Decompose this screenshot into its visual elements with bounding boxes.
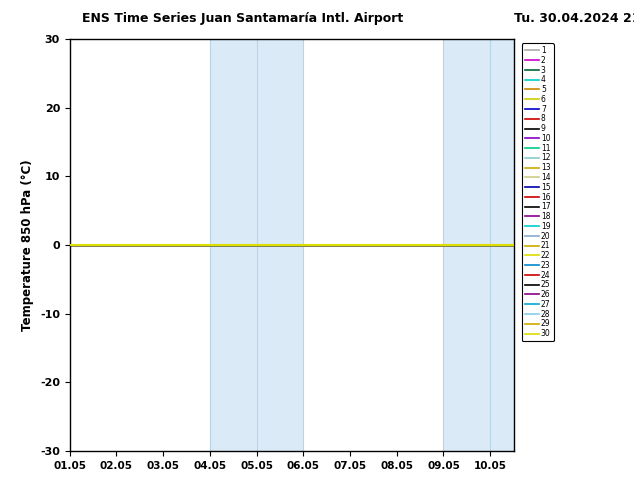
Text: ENS Time Series Juan Santamaría Intl. Airport: ENS Time Series Juan Santamaría Intl. Ai… [82,12,404,25]
Text: Tu. 30.04.2024 21 UTC: Tu. 30.04.2024 21 UTC [514,12,634,25]
Bar [443,39,514,451]
Legend: 1, 2, 3, 4, 5, 6, 7, 8, 9, 10, 11, 12, 13, 14, 15, 16, 17, 18, 19, 20, 21, 22, 2: 1, 2, 3, 4, 5, 6, 7, 8, 9, 10, 11, 12, 1… [522,43,553,341]
Y-axis label: Temperature 850 hPa (°C): Temperature 850 hPa (°C) [22,159,34,331]
Bar [210,39,303,451]
